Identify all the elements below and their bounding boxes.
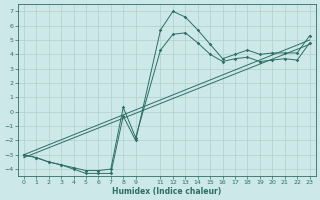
X-axis label: Humidex (Indice chaleur): Humidex (Indice chaleur) (112, 187, 221, 196)
